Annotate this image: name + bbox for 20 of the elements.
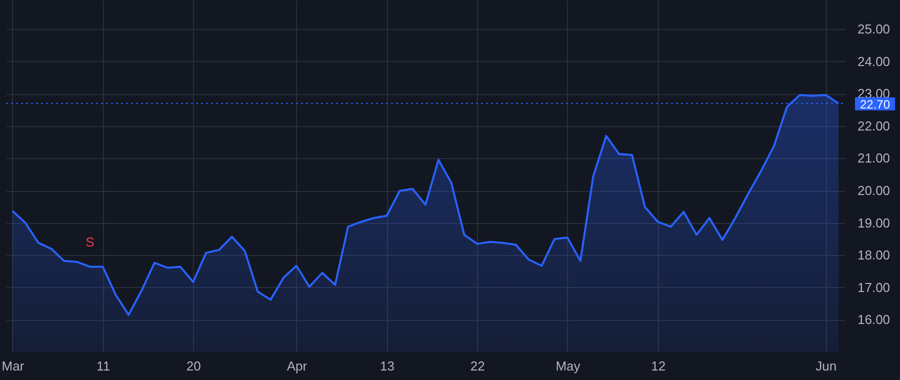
- y-tick-label: 20.00: [858, 183, 890, 198]
- y-tick-label: 25.00: [858, 22, 890, 37]
- y-tick-label: 18.00: [858, 248, 890, 263]
- annotation: S: [86, 234, 95, 250]
- x-tick-label: 12: [651, 358, 666, 374]
- x-tick-label: Apr: [286, 358, 308, 374]
- y-tick-label: 17.00: [858, 280, 890, 295]
- y-tick-label: 22.00: [858, 118, 890, 134]
- x-tick-label: Jun: [816, 358, 837, 374]
- y-tick-label: 24.00: [858, 54, 890, 69]
- ref-line-label: 22.70: [860, 97, 890, 112]
- x-tick-label: 20: [186, 358, 201, 374]
- y-tick-label: 19.00: [858, 215, 890, 230]
- y-tick-label: 16.00: [858, 312, 890, 328]
- x-tick-label: 13: [380, 358, 395, 374]
- x-tick-label: Mar: [2, 358, 25, 374]
- y-tick-label: 21.00: [858, 150, 890, 166]
- x-tick-label: 22: [470, 358, 485, 374]
- x-tick-label: 11: [96, 358, 110, 374]
- x-tick-label: May: [556, 358, 581, 374]
